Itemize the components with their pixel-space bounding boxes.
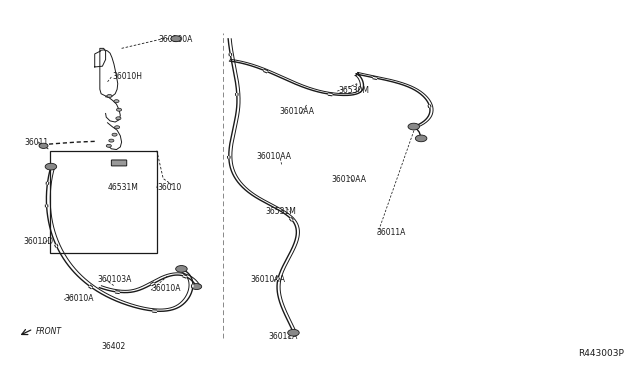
- Circle shape: [408, 123, 420, 130]
- Text: 36011A: 36011A: [376, 228, 406, 237]
- Circle shape: [45, 163, 57, 170]
- Circle shape: [107, 94, 112, 97]
- Text: 360103A: 360103A: [97, 275, 132, 284]
- Circle shape: [116, 117, 121, 120]
- Circle shape: [39, 143, 48, 148]
- Circle shape: [171, 36, 181, 42]
- Text: FRONT: FRONT: [36, 327, 62, 336]
- Circle shape: [114, 100, 119, 103]
- Text: 36530M: 36530M: [338, 86, 369, 94]
- Circle shape: [191, 283, 202, 289]
- Text: 36010A: 36010A: [151, 284, 180, 293]
- Circle shape: [112, 133, 117, 136]
- Text: 36010A: 36010A: [64, 294, 93, 303]
- Text: 36402: 36402: [101, 342, 125, 351]
- Text: 360100A: 360100A: [159, 35, 193, 44]
- Text: 36011: 36011: [24, 138, 49, 147]
- Circle shape: [115, 126, 120, 129]
- Circle shape: [415, 135, 427, 142]
- Text: 36010D: 36010D: [23, 237, 53, 246]
- Circle shape: [175, 266, 187, 272]
- Text: 36531M: 36531M: [266, 207, 296, 216]
- Circle shape: [106, 144, 111, 147]
- Text: 36010AA: 36010AA: [256, 153, 291, 161]
- Text: 36010AA: 36010AA: [279, 107, 314, 116]
- FancyBboxPatch shape: [111, 160, 127, 166]
- Text: 36010: 36010: [157, 183, 182, 192]
- Circle shape: [116, 108, 122, 111]
- Circle shape: [288, 329, 300, 336]
- Text: 36010AA: 36010AA: [251, 275, 286, 284]
- Text: 36011A: 36011A: [269, 332, 298, 341]
- Text: R443003P: R443003P: [578, 349, 624, 358]
- Text: 36010H: 36010H: [112, 72, 142, 81]
- Circle shape: [109, 139, 114, 142]
- Text: 46531M: 46531M: [108, 183, 138, 192]
- Text: 36010AA: 36010AA: [332, 175, 367, 184]
- Bar: [50, 151, 157, 253]
